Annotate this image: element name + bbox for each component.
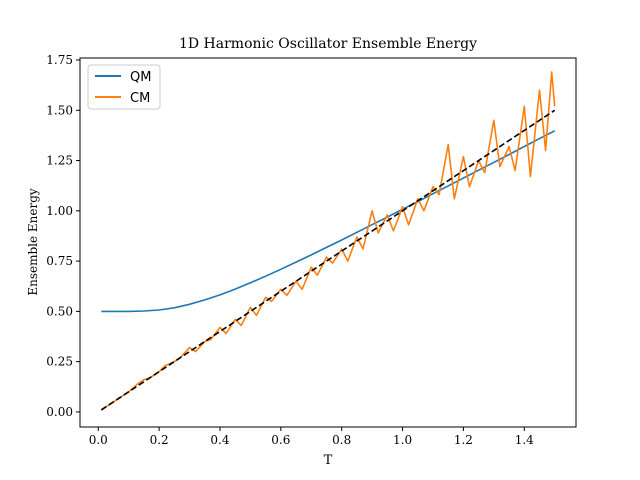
y-tick-label: 0.25 [46, 355, 73, 369]
legend: QM CM [87, 64, 161, 110]
y-tick-label: 1.00 [46, 204, 73, 218]
y-axis-label: Ensemble Energy [26, 188, 40, 296]
x-axis-label: T [324, 453, 333, 468]
y-tick-label: 1.50 [46, 103, 73, 117]
x-axis: 0.0 0.2 0.4 0.6 0.8 1.0 1.2 1.4 [89, 427, 534, 447]
x-tick-label: 0.6 [271, 433, 290, 447]
x-tick-label: 0.4 [210, 433, 229, 447]
y-tick-label: 1.25 [46, 154, 73, 168]
legend-label-qm: QM [130, 70, 151, 85]
reference-dashed-line [100, 109, 556, 411]
y-tick-label: 0.00 [46, 405, 73, 419]
qm-curve [101, 130, 556, 313]
x-tick-label: 0.2 [150, 433, 169, 447]
x-tick-label: 0.8 [332, 433, 351, 447]
y-axis: 0.00 0.25 0.50 0.75 1.00 1.25 1.50 1.75 [46, 53, 80, 419]
x-tick-label: 1.2 [454, 433, 473, 447]
axes-frame [79, 57, 577, 428]
y-tick-label: 0.75 [46, 254, 73, 268]
y-tick-label: 0.50 [46, 304, 73, 318]
y-tick-label: 1.75 [46, 53, 73, 67]
x-tick-label: 1.0 [393, 433, 412, 447]
chart-title: 1D Harmonic Oscillator Ensemble Energy [179, 36, 477, 52]
plot-lines [100, 71, 556, 411]
legend-label-cm: CM [130, 91, 150, 106]
x-tick-label: 1.4 [515, 433, 534, 447]
x-tick-label: 0.0 [89, 433, 108, 447]
cm-curve [100, 71, 556, 411]
